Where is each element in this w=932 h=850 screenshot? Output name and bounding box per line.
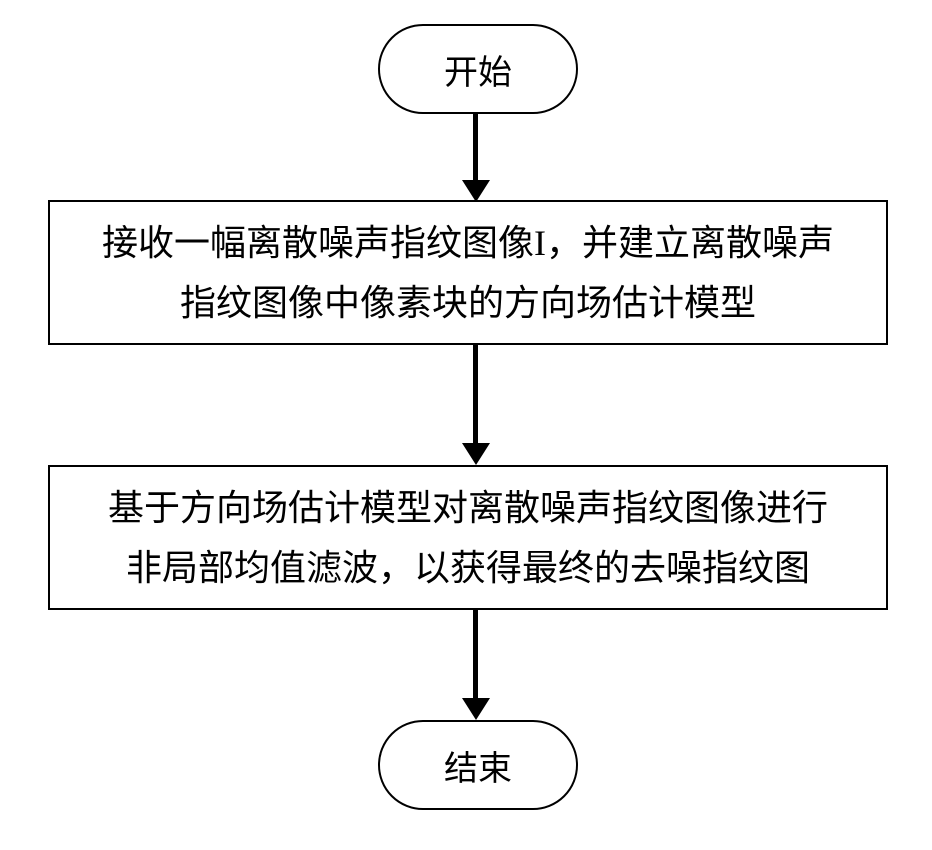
- start-node: 开始: [378, 24, 578, 114]
- flowchart-canvas: 开始 接收一幅离散噪声指纹图像I，并建立离散噪声 指纹图像中像素块的方向场估计模…: [0, 0, 932, 850]
- step2-line2: 非局部均值滤波，以获得最终的去噪指纹图: [126, 538, 810, 598]
- step1-node: 接收一幅离散噪声指纹图像I，并建立离散噪声 指纹图像中像素块的方向场估计模型: [48, 200, 888, 345]
- end-label: 结束: [444, 741, 512, 790]
- step2-line1: 基于方向场估计模型对离散噪声指纹图像进行: [108, 478, 828, 538]
- step1-line2: 指纹图像中像素块的方向场估计模型: [180, 273, 756, 333]
- end-node: 结束: [378, 720, 578, 810]
- start-label: 开始: [444, 45, 512, 94]
- step1-line1: 接收一幅离散噪声指纹图像I，并建立离散噪声: [102, 213, 834, 273]
- step2-node: 基于方向场估计模型对离散噪声指纹图像进行 非局部均值滤波，以获得最终的去噪指纹图: [48, 465, 888, 610]
